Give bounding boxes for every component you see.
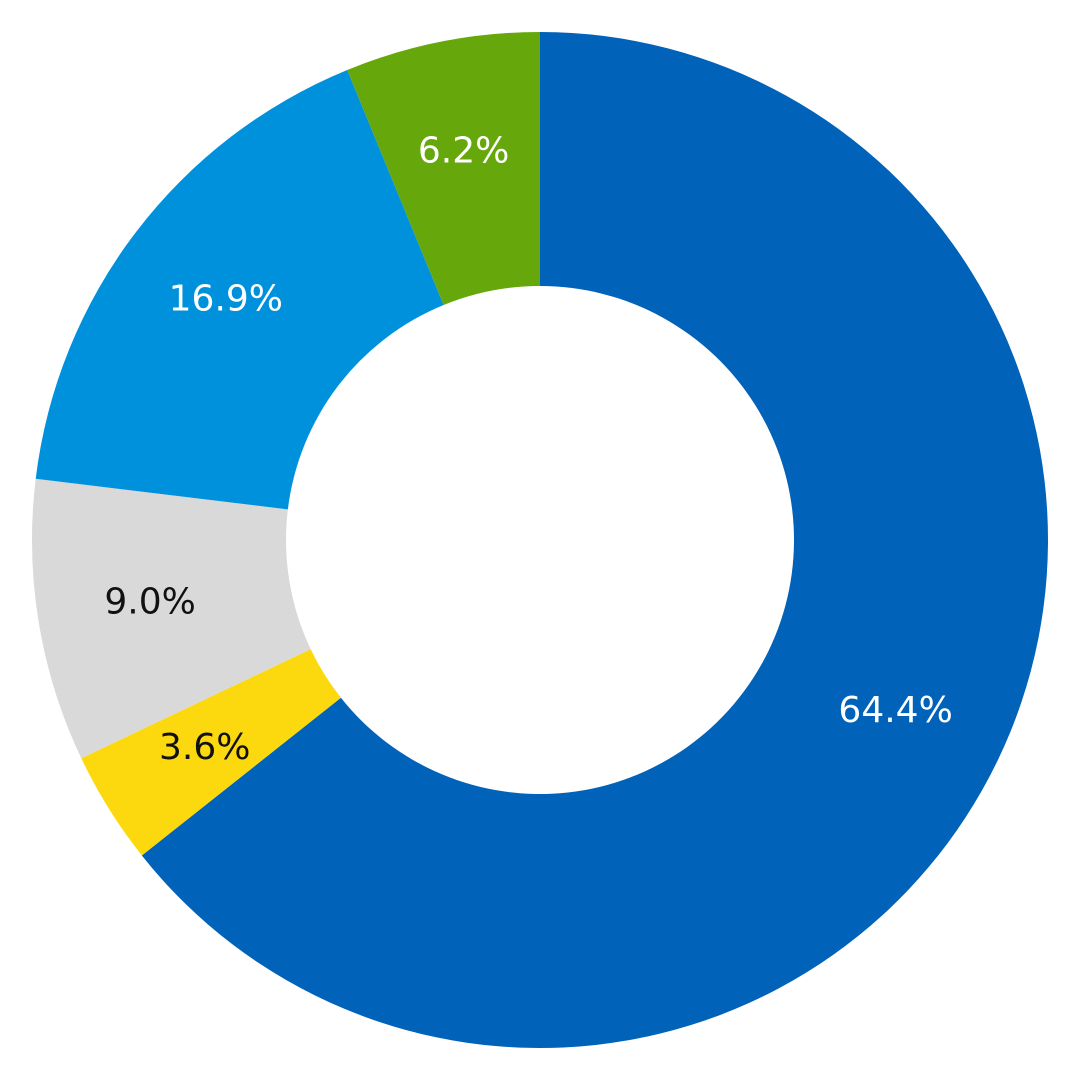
donut-slice	[81, 649, 341, 856]
donut-slice	[347, 32, 540, 305]
value-label: 3.6%	[159, 727, 250, 768]
value-label: 16.9%	[169, 279, 283, 320]
value-label: 64.4%	[838, 690, 952, 731]
donut-slice	[141, 32, 1048, 1048]
value-label: 9.0%	[104, 582, 195, 623]
donut-slice	[31, 478, 311, 759]
value-label: 6.2%	[418, 130, 509, 171]
donut-slice	[35, 69, 444, 510]
